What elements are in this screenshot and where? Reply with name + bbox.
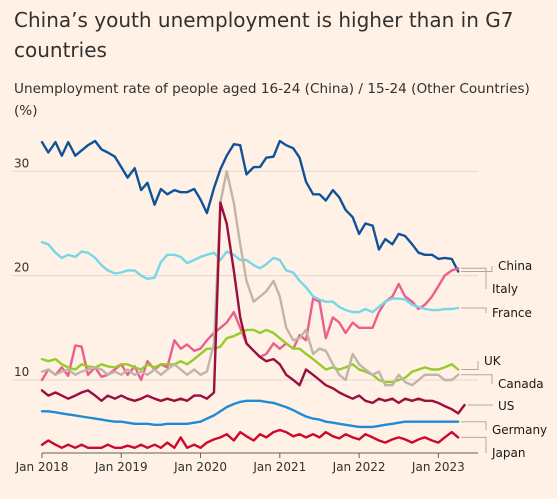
series-line-germany <box>40 399 460 429</box>
leader-line-uk <box>461 361 479 370</box>
x-tick-label-3: Jan 2021 <box>252 460 306 474</box>
x-tick-label-4: Jan 2022 <box>332 460 386 474</box>
y-tick-label-20: 20 <box>14 261 29 275</box>
legend-label-us: US <box>498 399 514 413</box>
leader-line-canada <box>461 374 493 384</box>
legend-label-japan: Japan <box>491 446 525 460</box>
legend-label-uk: UK <box>484 354 502 368</box>
series-line-japan <box>40 428 460 449</box>
series-line-china <box>40 139 460 273</box>
series-line-italy <box>40 267 460 382</box>
leader-line-germany <box>461 421 487 430</box>
leader-line-france <box>461 307 487 313</box>
legend-label-china: China <box>498 259 532 273</box>
x-tick-label-5: Jan 2023 <box>411 460 465 474</box>
leader-line-us <box>467 404 493 406</box>
leader-line-italy <box>461 267 487 289</box>
series-line-uk <box>40 328 460 384</box>
legend-label-canada: Canada <box>498 377 544 391</box>
chart-subtitle: Unemployment rate of people aged 16-24 (… <box>14 81 530 119</box>
series-line-france <box>40 241 460 314</box>
chart-title: China’s youth unemployment is higher tha… <box>14 8 514 62</box>
x-tick-label-1: Jan 2019 <box>94 460 148 474</box>
x-tick-label-0: Jan 2018 <box>15 460 69 474</box>
series-line-canada <box>40 170 460 387</box>
leader-line-japan <box>461 436 487 453</box>
legend-label-italy: Italy <box>492 282 518 296</box>
y-tick-label-10: 10 <box>14 365 29 379</box>
legend-label-france: France <box>492 306 532 320</box>
series-line-us <box>40 201 466 415</box>
legend-label-germany: Germany <box>492 423 547 437</box>
x-tick-label-2: Jan 2020 <box>173 460 227 474</box>
y-tick-label-30: 30 <box>14 156 29 170</box>
leader-line-china <box>461 266 493 272</box>
